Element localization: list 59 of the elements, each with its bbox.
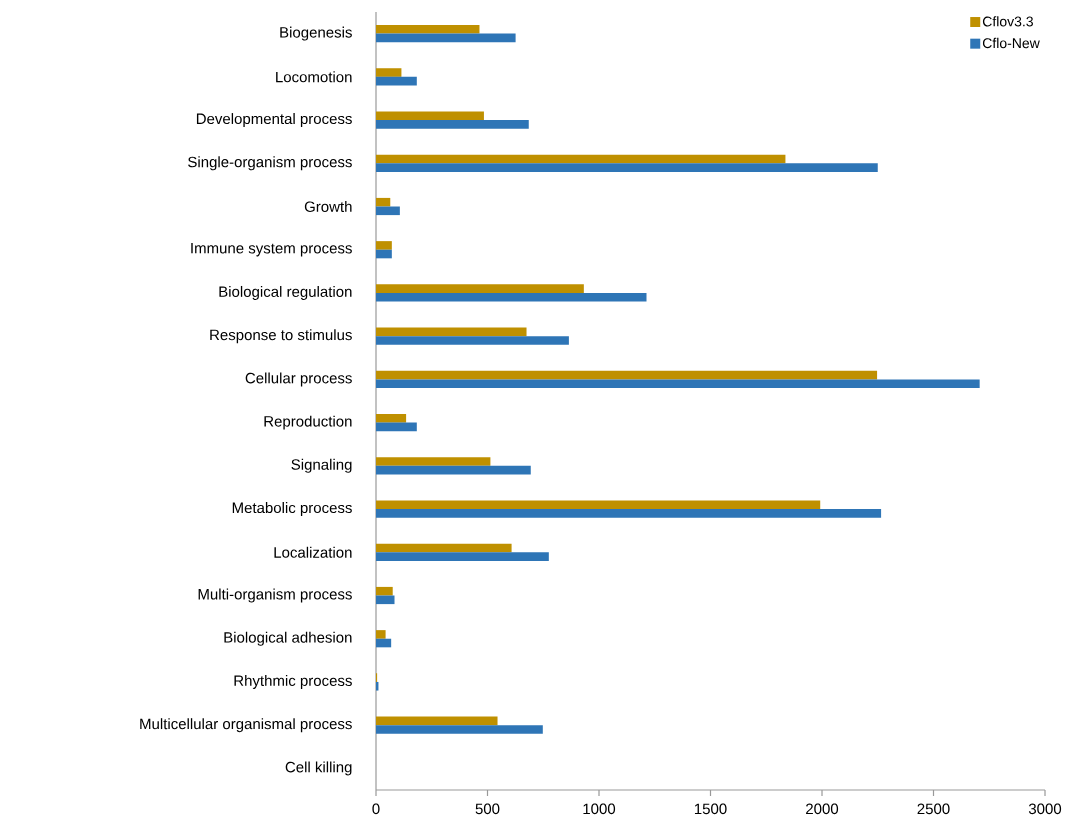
- bar: [376, 241, 392, 250]
- y-tick-label: Immune system process: [191, 243, 352, 257]
- x-tick-label: 1000: [583, 803, 616, 815]
- bar: [376, 327, 527, 337]
- y-tick-label: Single-organism process: [188, 156, 352, 171]
- x-tick-label: 2500: [917, 803, 950, 815]
- y-tick-label: Rhythmic process: [234, 674, 352, 689]
- y-tick-label: Localization: [274, 546, 352, 558]
- bar: [376, 292, 647, 302]
- x-tick-label: 1500: [694, 803, 727, 815]
- bar: [376, 76, 417, 86]
- y-tick-label: Multi-organism process: [198, 588, 352, 603]
- x-tick-label: 500: [475, 803, 500, 815]
- y-tick-label: Developmental process: [196, 113, 352, 128]
- y-tick-label: Cell killing: [285, 761, 352, 776]
- bar: [376, 284, 584, 293]
- bar: [376, 595, 395, 605]
- bar: [376, 725, 543, 734]
- bar: [376, 716, 498, 726]
- y-tick-label: Cellular process: [245, 372, 352, 387]
- y-tick-label: Biogenesis: [280, 26, 352, 41]
- y-tick-label: Growth: [304, 201, 352, 213]
- y-tick-label: Response to stimulus: [210, 329, 352, 344]
- bar: [376, 33, 516, 43]
- bar: [376, 509, 882, 518]
- bar: [376, 630, 386, 639]
- bar: [376, 465, 531, 475]
- bar: [376, 120, 529, 129]
- bar: [376, 206, 400, 216]
- y-tick-label: Biological adhesion: [224, 631, 352, 646]
- y-tick-label: Metabolic process: [232, 502, 352, 517]
- bar: [376, 336, 569, 345]
- bar: [376, 68, 402, 77]
- bar: [376, 414, 407, 423]
- bar: [376, 154, 786, 164]
- bar: [376, 111, 484, 121]
- bar: [376, 457, 491, 466]
- x-tick-label: 0: [372, 803, 380, 815]
- bar: [376, 163, 878, 172]
- bar: [376, 25, 480, 34]
- bar: [376, 422, 417, 432]
- bar: [376, 543, 512, 553]
- y-tick-label: Locomotion: [276, 71, 352, 83]
- bar: [376, 638, 392, 648]
- bar: [376, 197, 391, 207]
- y-tick-label: Multicellular organismal process: [140, 718, 352, 733]
- bar: [376, 500, 821, 510]
- legend-label: Cflov3.3: [982, 16, 1033, 27]
- bar: [376, 586, 393, 596]
- bar: [376, 379, 980, 388]
- x-tick-label: 2000: [806, 803, 839, 815]
- y-tick-label: Reproduction: [264, 415, 352, 430]
- bar: [376, 552, 549, 561]
- y-tick-label: Signaling: [291, 458, 352, 473]
- bar: [376, 249, 392, 259]
- bar: [376, 370, 878, 380]
- x-tick-label: 3000: [1028, 803, 1062, 815]
- legend-label: Cflo-New: [982, 37, 1040, 49]
- y-tick-label: Biological regulation: [219, 285, 352, 300]
